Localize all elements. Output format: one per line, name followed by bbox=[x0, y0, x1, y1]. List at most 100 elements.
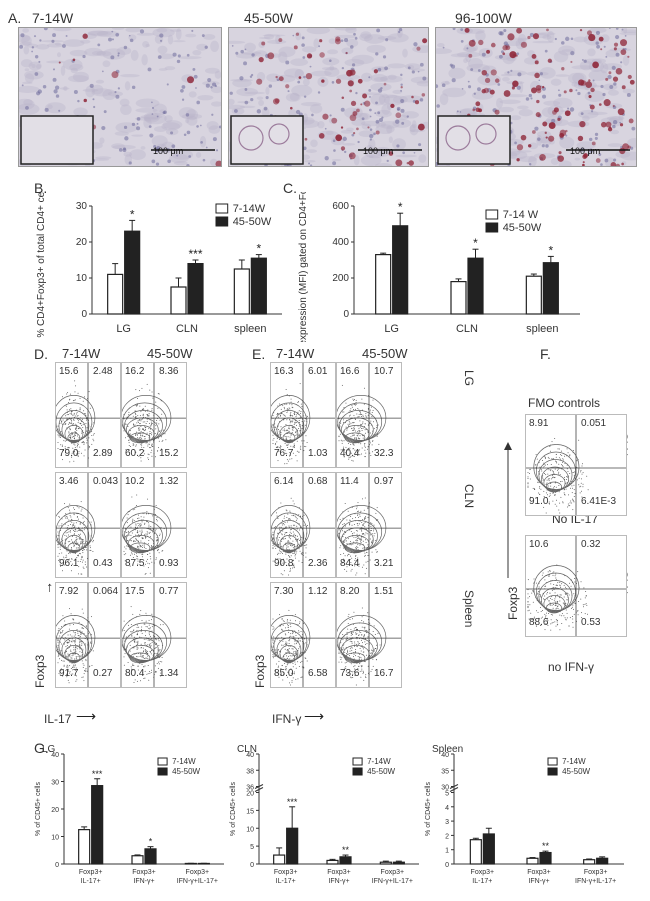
quadrant-value: 0.32 bbox=[581, 539, 601, 550]
quadrant-value: 10.7 bbox=[374, 366, 394, 377]
quadrant-value: 0.27 bbox=[93, 668, 113, 679]
axis-break bbox=[254, 787, 264, 792]
y-tick-label: 30 bbox=[76, 201, 88, 212]
flow-plot-e bbox=[336, 582, 402, 688]
quadrant-value: 16.3 bbox=[274, 366, 294, 377]
category-label: IFN-γ+ bbox=[133, 878, 154, 885]
y-tick-label: 30 bbox=[441, 785, 449, 792]
legend-swatch bbox=[547, 757, 558, 766]
quadrant-value: 11.4 bbox=[340, 476, 359, 487]
bar bbox=[525, 275, 542, 315]
quadrant-value: 6.41E-3 bbox=[581, 496, 617, 507]
panel-a-title-2: 45-50W bbox=[244, 10, 294, 26]
quadrant-value: 32.3 bbox=[374, 448, 394, 459]
y-tick-label: 20 bbox=[76, 237, 88, 248]
category-label: spleen bbox=[526, 323, 558, 335]
flow-plot-e bbox=[270, 582, 336, 688]
chart-c: 0 200 400 600 Foxp3 expression (MFI) gated o… bbox=[298, 192, 580, 342]
quadrant-value: 91.7 bbox=[59, 668, 79, 679]
legend-label: 45-50W bbox=[367, 767, 395, 776]
category-label: IL-17+ bbox=[81, 878, 101, 885]
y-tick-label: 15 bbox=[246, 808, 254, 815]
quadrant-value: 87.5 bbox=[125, 558, 145, 569]
category-label: Foxp3+ bbox=[527, 869, 551, 876]
bar bbox=[542, 262, 559, 315]
bar bbox=[583, 859, 596, 865]
significance-marker: ** bbox=[342, 845, 350, 855]
y-tick-label: 35 bbox=[441, 768, 449, 775]
quadrant-value: 3.46 bbox=[59, 476, 79, 487]
quadrant-value: 8.36 bbox=[159, 366, 179, 377]
legend-swatch bbox=[547, 767, 558, 776]
legend-swatch bbox=[157, 757, 168, 766]
bar bbox=[596, 857, 609, 865]
bar bbox=[392, 861, 405, 865]
bar bbox=[539, 851, 552, 865]
flow-plot-e bbox=[336, 362, 402, 468]
chart-g-lg: 0 10 20 30 40 % of CD45+ cells *** Foxp3+ IL-17+… bbox=[35, 744, 224, 885]
y-tick-label: 0 bbox=[250, 862, 254, 869]
flow-plot-d bbox=[55, 472, 121, 578]
panel-c-label: C. bbox=[283, 180, 297, 196]
panel-a-title-3: 96-100W bbox=[455, 10, 512, 26]
panel-f-sub2: no IFN-γ bbox=[548, 660, 595, 674]
category-label: LG bbox=[116, 323, 131, 335]
quadrant-value: 1.12 bbox=[308, 586, 328, 597]
y-axis-label: Foxp3 expression (MFI) gated on CD4+Foxp… bbox=[298, 192, 309, 342]
legend-label: 7-14 W bbox=[503, 209, 539, 221]
panel-d-col2: 45-50W bbox=[147, 346, 193, 361]
flow-plot-d bbox=[121, 582, 187, 688]
panel-d-yaxis-label: Foxp3 bbox=[33, 654, 47, 688]
y-axis-label: % of CD45+ cells bbox=[35, 782, 42, 836]
flow-plot-e bbox=[270, 362, 336, 468]
bar bbox=[187, 262, 204, 315]
quadrant-value: 79.0 bbox=[59, 448, 79, 459]
y-tick-label: 3 bbox=[445, 819, 449, 826]
bar bbox=[375, 253, 392, 315]
quadrant-value: 84.4 bbox=[340, 558, 360, 569]
category-label: Foxp3+ bbox=[79, 869, 103, 876]
legend-label: 7-14W bbox=[367, 757, 391, 766]
axis-break bbox=[449, 784, 459, 789]
quadrant-value: 16.6 bbox=[340, 366, 360, 377]
flow-plot-f bbox=[525, 414, 627, 516]
y-tick-label: 40 bbox=[51, 752, 59, 759]
category-label: IFN-γ+ bbox=[528, 878, 549, 885]
flow-plot-e bbox=[336, 472, 402, 578]
chart-title: Spleen bbox=[432, 744, 463, 755]
legend-swatch bbox=[485, 209, 499, 220]
category-label: spleen bbox=[234, 323, 266, 335]
quadrant-value: 16.2 bbox=[125, 366, 145, 377]
quadrant-value: 80.4 bbox=[125, 668, 145, 679]
panel-e-x-arrow: ⟶ bbox=[304, 708, 325, 724]
panel-b-label: B. bbox=[34, 180, 48, 196]
quadrant-value: 2.89 bbox=[93, 448, 113, 459]
quadrant-value: 6.01 bbox=[308, 366, 328, 377]
legend-swatch bbox=[352, 767, 363, 776]
bar bbox=[144, 848, 157, 865]
scale-bar-label-2: 100 μm bbox=[363, 146, 394, 156]
legend-label: 7-14W bbox=[562, 757, 586, 766]
flow-plot-e bbox=[270, 472, 336, 578]
panel-f-title: FMO controls bbox=[528, 396, 601, 410]
quadrant-value: 17.5 bbox=[125, 586, 145, 597]
bar bbox=[286, 827, 299, 865]
legend-swatch bbox=[157, 767, 168, 776]
y-tick-label: 1 bbox=[445, 848, 449, 855]
y-axis-label: % of CD45+ cells bbox=[230, 782, 237, 836]
quadrant-value: 7.92 bbox=[59, 586, 79, 597]
panel-e-row-label-lg: LG bbox=[462, 370, 476, 387]
quadrant-value: 76.7 bbox=[274, 448, 294, 459]
micrograph-45-50w bbox=[228, 27, 429, 167]
quadrant-value: 1.51 bbox=[374, 586, 394, 597]
y-tick-label: 4 bbox=[445, 805, 449, 812]
significance-marker: * bbox=[398, 200, 403, 214]
y-tick-label: 40 bbox=[441, 752, 449, 759]
quadrant-value: 0.043 bbox=[93, 476, 119, 487]
panel-a-title-1: 7-14W bbox=[32, 10, 74, 26]
bar bbox=[170, 286, 187, 315]
y-tick-label: 36 bbox=[246, 785, 254, 792]
legend-label: 45-50W bbox=[233, 216, 272, 228]
y-tick-label: 40 bbox=[246, 752, 254, 759]
